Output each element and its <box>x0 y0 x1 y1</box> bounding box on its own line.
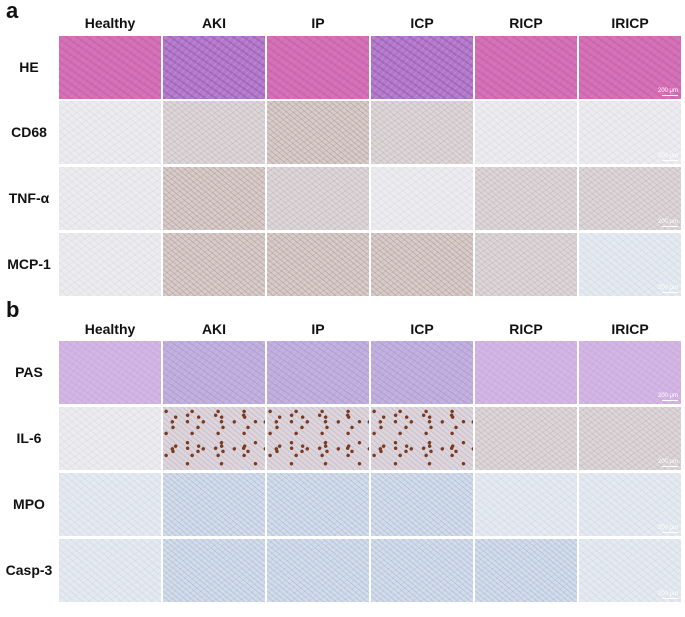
micrograph-tile <box>371 167 473 230</box>
micrograph-tile <box>59 539 161 602</box>
micrograph-tile <box>163 36 265 99</box>
panel-letter-a: a <box>6 0 19 23</box>
scale-bar: 200 μm <box>658 459 678 467</box>
micrograph-tile <box>475 233 577 296</box>
scale-bar: 200 μm <box>658 285 678 293</box>
micrograph-tile <box>59 101 161 164</box>
micrograph-tile <box>475 341 577 404</box>
column-header-ricp: RICP <box>509 15 543 31</box>
micrograph-tile <box>267 539 369 602</box>
scale-bar-label: 200 μm <box>657 525 678 531</box>
micrograph-tile: 200 μm <box>579 167 681 230</box>
micrograph-tile <box>371 473 473 536</box>
micrograph-tile <box>371 36 473 99</box>
row-label: PAS <box>15 364 43 380</box>
scale-bar: 200 μm <box>658 591 678 599</box>
scale-bar-line <box>662 292 678 293</box>
scale-bar: 200 μm <box>658 88 678 96</box>
micrograph-tile <box>267 101 369 164</box>
scale-bar-line <box>662 95 678 96</box>
column-header-healthy: Healthy <box>84 15 136 31</box>
micrograph-tile <box>475 36 577 99</box>
micrograph-tile: 200 μm <box>579 233 681 296</box>
micrograph-tile <box>371 101 473 164</box>
micrograph-tile <box>59 233 161 296</box>
micrograph-tile <box>59 36 161 99</box>
row-label: TNF-α <box>8 190 50 206</box>
micrograph-tile: 200 μm <box>579 539 681 602</box>
micrograph-tile <box>267 233 369 296</box>
micrograph-tile <box>59 473 161 536</box>
scale-bar: 200 μm <box>658 525 678 533</box>
scale-bar-label: 200 μm <box>657 459 678 465</box>
column-header-ip: IP <box>311 15 325 31</box>
column-header-ricp: RICP <box>509 321 543 337</box>
scale-bar-label: 200 μm <box>657 219 678 225</box>
micrograph-tile <box>267 407 369 470</box>
scale-bar: 200 μm <box>658 153 678 161</box>
micrograph-tile <box>371 233 473 296</box>
micrograph-tile <box>163 473 265 536</box>
row-label: HE <box>19 59 39 75</box>
micrograph-tile <box>475 539 577 602</box>
scale-bar-line <box>662 226 678 227</box>
scale-bar-label: 200 μm <box>657 591 678 597</box>
micrograph-tile <box>475 407 577 470</box>
micrograph-tile <box>475 101 577 164</box>
scale-bar-label: 200 μm <box>657 393 678 399</box>
micrograph-tile <box>371 341 473 404</box>
micrograph-tile <box>163 407 265 470</box>
scale-bar-label: 200 μm <box>657 153 678 159</box>
micrograph-tile <box>163 233 265 296</box>
panel-letter-b: b <box>6 297 20 322</box>
micrograph-tile <box>163 101 265 164</box>
micrograph-tile: 200 μm <box>579 473 681 536</box>
row-label: IL-6 <box>16 430 42 446</box>
column-header-icp: ICP <box>410 15 434 31</box>
micrograph-tile <box>163 539 265 602</box>
micrograph-tile: 200 μm <box>579 341 681 404</box>
scale-bar-label: 200 μm <box>657 285 678 291</box>
micrograph-tile <box>59 167 161 230</box>
row-label: Casp-3 <box>5 562 53 578</box>
scale-bar: 200 μm <box>658 219 678 227</box>
column-header-icp: ICP <box>410 321 434 337</box>
column-header-aki: AKI <box>201 15 227 31</box>
scale-bar-line <box>662 532 678 533</box>
column-header-iricp: IRICP <box>611 321 649 337</box>
column-header-healthy: Healthy <box>84 321 136 337</box>
micrograph-tile <box>475 167 577 230</box>
micrograph-tile <box>163 341 265 404</box>
micrograph-tile <box>59 341 161 404</box>
micrograph-tile <box>475 473 577 536</box>
micrograph-tile: 200 μm <box>579 407 681 470</box>
micrograph-tile <box>163 167 265 230</box>
micrograph-tile <box>267 36 369 99</box>
micrograph-tile: 200 μm <box>579 36 681 99</box>
micrograph-tile: 200 μm <box>579 101 681 164</box>
column-header-aki: AKI <box>201 321 227 337</box>
scale-bar-label: 200 μm <box>657 88 678 94</box>
micrograph-tile <box>371 539 473 602</box>
scale-bar: 200 μm <box>658 393 678 401</box>
micrograph-tile <box>59 407 161 470</box>
scale-bar-line <box>662 466 678 467</box>
column-header-iricp: IRICP <box>611 15 649 31</box>
row-label: CD68 <box>11 124 47 140</box>
row-label: MCP-1 <box>7 256 51 272</box>
micrograph-tile <box>267 341 369 404</box>
micrograph-tile <box>267 473 369 536</box>
micrograph-tile <box>371 407 473 470</box>
column-header-ip: IP <box>311 321 325 337</box>
scale-bar-line <box>662 160 678 161</box>
micrograph-tile <box>267 167 369 230</box>
row-label: MPO <box>13 496 45 512</box>
scale-bar-line <box>662 598 678 599</box>
scale-bar-line <box>662 400 678 401</box>
